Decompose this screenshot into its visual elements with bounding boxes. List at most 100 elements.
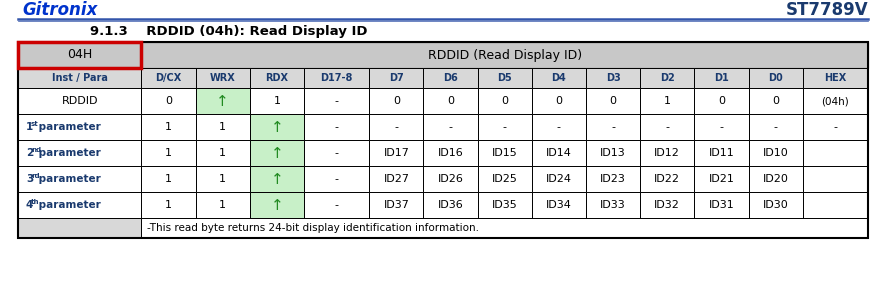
Text: ID22: ID22 bbox=[655, 174, 680, 184]
Text: nd: nd bbox=[31, 146, 41, 152]
Text: -: - bbox=[503, 122, 507, 132]
Bar bbox=[304, 114, 369, 140]
Bar bbox=[532, 192, 586, 218]
Text: ↑: ↑ bbox=[217, 94, 229, 108]
Text: ↑: ↑ bbox=[270, 119, 284, 135]
Text: ID34: ID34 bbox=[546, 200, 572, 210]
Text: 3: 3 bbox=[26, 174, 33, 184]
Text: D0: D0 bbox=[768, 73, 783, 83]
Bar bbox=[586, 140, 640, 166]
Text: ↑: ↑ bbox=[270, 198, 284, 212]
Bar bbox=[142, 42, 868, 68]
Bar bbox=[532, 166, 586, 192]
Bar bbox=[640, 140, 694, 166]
Text: WRX: WRX bbox=[210, 73, 235, 83]
Text: parameter: parameter bbox=[35, 122, 100, 132]
Text: D2: D2 bbox=[660, 73, 675, 83]
Text: -: - bbox=[448, 122, 453, 132]
Bar bbox=[694, 68, 749, 88]
Bar bbox=[478, 166, 532, 192]
Text: ID16: ID16 bbox=[438, 148, 463, 158]
Bar bbox=[142, 114, 196, 140]
Bar bbox=[18, 192, 142, 218]
Text: 0: 0 bbox=[772, 96, 779, 106]
Text: ID14: ID14 bbox=[546, 148, 572, 158]
Text: Inst / Para: Inst / Para bbox=[52, 73, 107, 83]
Text: rd: rd bbox=[31, 173, 40, 178]
Text: parameter: parameter bbox=[35, 148, 100, 158]
Bar bbox=[478, 114, 532, 140]
Text: 1: 1 bbox=[165, 148, 172, 158]
Text: parameter: parameter bbox=[35, 200, 100, 210]
Bar bbox=[803, 140, 868, 166]
Text: ID36: ID36 bbox=[438, 200, 463, 210]
Bar bbox=[142, 218, 868, 238]
Bar bbox=[586, 114, 640, 140]
Bar bbox=[749, 114, 803, 140]
Text: D4: D4 bbox=[552, 73, 566, 83]
Bar bbox=[640, 192, 694, 218]
Text: -: - bbox=[720, 122, 723, 132]
Bar bbox=[250, 192, 304, 218]
Text: ↑: ↑ bbox=[270, 171, 284, 187]
Text: RDX: RDX bbox=[265, 73, 288, 83]
Bar bbox=[142, 192, 196, 218]
Text: ID20: ID20 bbox=[763, 174, 788, 184]
Bar bbox=[749, 192, 803, 218]
Text: 0: 0 bbox=[718, 96, 725, 106]
Text: 1: 1 bbox=[663, 96, 670, 106]
Text: D/CX: D/CX bbox=[155, 73, 181, 83]
Bar bbox=[196, 114, 250, 140]
Text: 0: 0 bbox=[555, 96, 562, 106]
Text: ID35: ID35 bbox=[492, 200, 518, 210]
Bar bbox=[196, 88, 250, 114]
Bar bbox=[749, 68, 803, 88]
Text: 9.1.3    RDDID (04h): Read Display ID: 9.1.3 RDDID (04h): Read Display ID bbox=[90, 26, 367, 39]
Bar bbox=[640, 166, 694, 192]
Text: 1: 1 bbox=[219, 148, 226, 158]
Text: -: - bbox=[774, 122, 778, 132]
Bar bbox=[586, 88, 640, 114]
Text: -This read byte returns 24-bit display identification information.: -This read byte returns 24-bit display i… bbox=[147, 223, 479, 233]
Text: ID25: ID25 bbox=[492, 174, 518, 184]
Text: D5: D5 bbox=[498, 73, 512, 83]
Text: RDDID (Read Display ID): RDDID (Read Display ID) bbox=[427, 48, 581, 61]
Text: 1: 1 bbox=[165, 200, 172, 210]
Bar bbox=[532, 140, 586, 166]
Text: D17-8: D17-8 bbox=[321, 73, 352, 83]
Bar bbox=[304, 192, 369, 218]
Bar bbox=[142, 140, 196, 166]
Bar bbox=[586, 166, 640, 192]
Text: -: - bbox=[335, 200, 338, 210]
Bar bbox=[694, 88, 749, 114]
Bar bbox=[250, 140, 304, 166]
Bar bbox=[304, 88, 369, 114]
Bar bbox=[196, 166, 250, 192]
Text: ID12: ID12 bbox=[655, 148, 680, 158]
Text: ID30: ID30 bbox=[763, 200, 788, 210]
Text: 0: 0 bbox=[501, 96, 508, 106]
Bar bbox=[18, 42, 142, 68]
Text: ID37: ID37 bbox=[383, 200, 410, 210]
Bar bbox=[532, 68, 586, 88]
Bar bbox=[803, 68, 868, 88]
Text: ID21: ID21 bbox=[708, 174, 735, 184]
Text: 0: 0 bbox=[165, 96, 172, 106]
Bar bbox=[478, 192, 532, 218]
Text: -: - bbox=[611, 122, 615, 132]
Text: -: - bbox=[335, 122, 338, 132]
Text: -: - bbox=[335, 174, 338, 184]
Bar bbox=[369, 140, 424, 166]
Bar bbox=[369, 114, 424, 140]
Text: ID33: ID33 bbox=[600, 200, 626, 210]
Text: HEX: HEX bbox=[825, 73, 847, 83]
Text: D1: D1 bbox=[714, 73, 729, 83]
Bar bbox=[18, 218, 142, 238]
Text: 1: 1 bbox=[165, 174, 172, 184]
Bar bbox=[250, 166, 304, 192]
Bar bbox=[369, 166, 424, 192]
Text: ID23: ID23 bbox=[600, 174, 626, 184]
Text: -: - bbox=[335, 96, 338, 106]
Bar bbox=[142, 166, 196, 192]
Bar bbox=[250, 68, 304, 88]
